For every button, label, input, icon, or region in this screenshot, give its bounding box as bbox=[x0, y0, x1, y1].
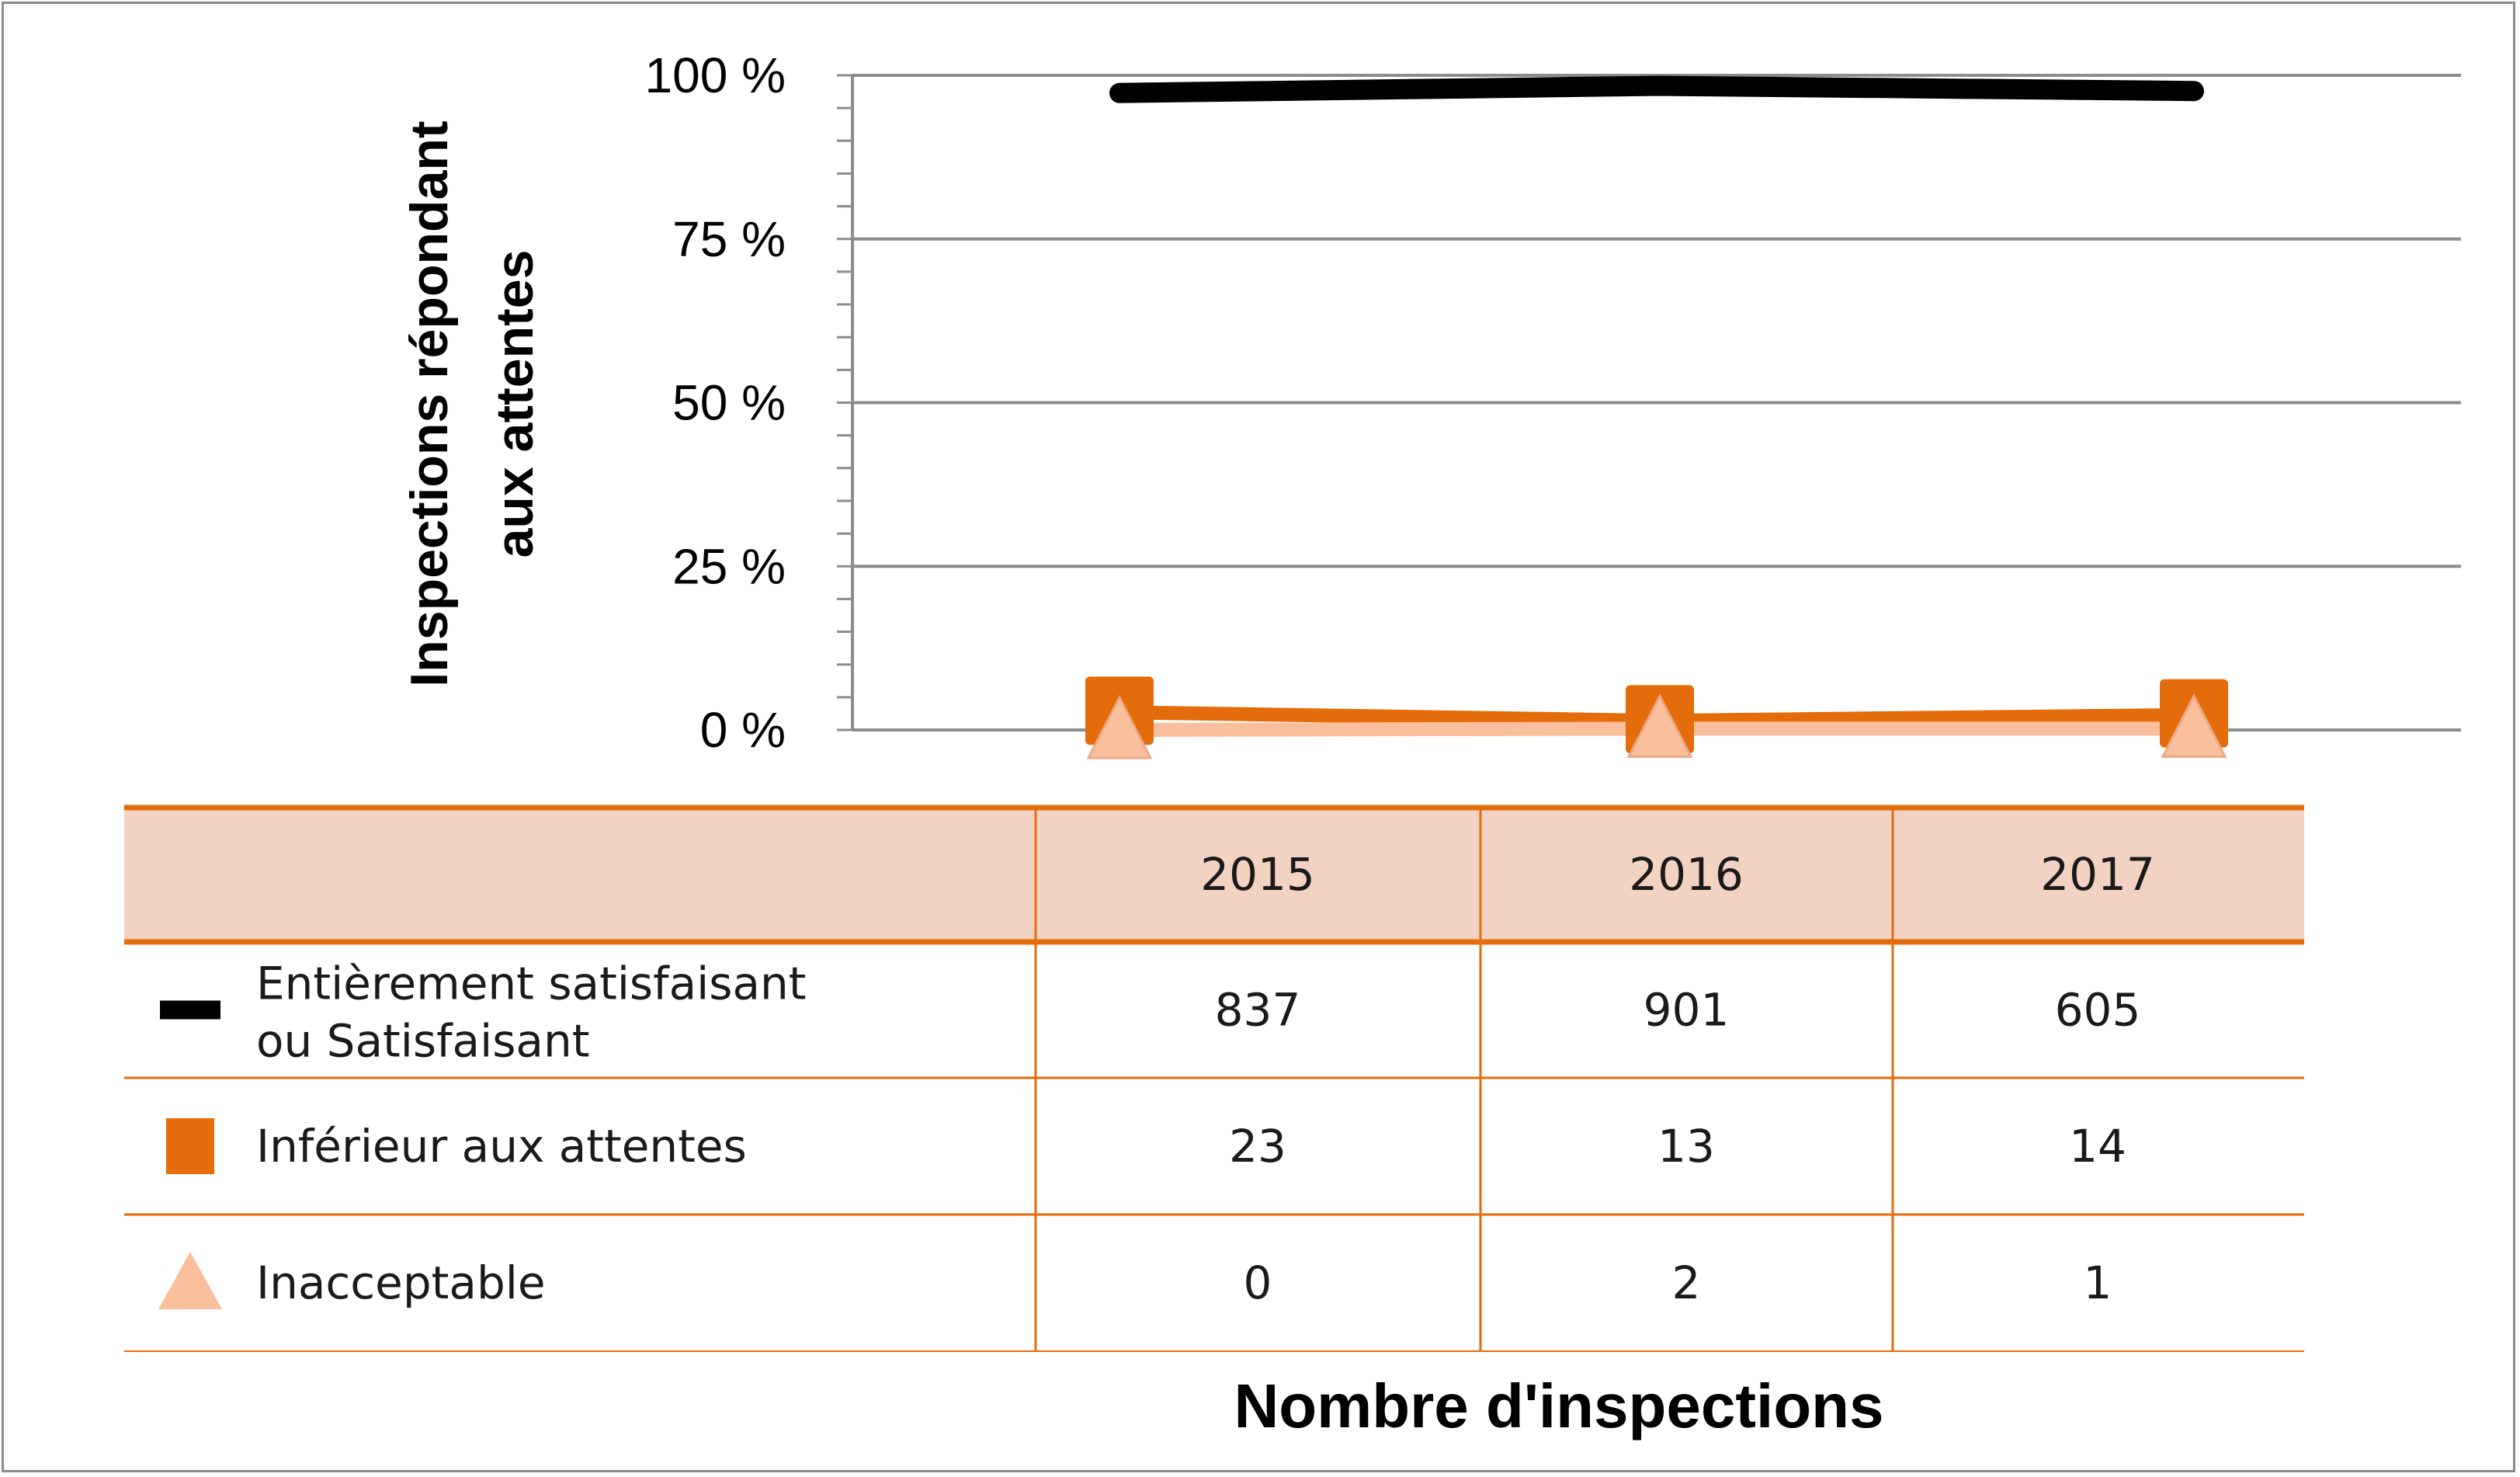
y-tick-label: 75 % bbox=[672, 211, 786, 267]
plot-area: 0 % 25 % 50 % 75 % 100 % bbox=[645, 47, 2461, 759]
series-label-line1: Entièrement satisfaisant bbox=[256, 957, 807, 1010]
y-tick-label: 0 % bbox=[700, 702, 786, 758]
series-label: Inférieur aux attentes bbox=[256, 1120, 747, 1173]
table-cell-count: 13 bbox=[1657, 1120, 1715, 1173]
series-line-dash bbox=[1109, 75, 2204, 103]
y-tick-label: 50 % bbox=[672, 375, 786, 431]
table-header-bg bbox=[124, 808, 2304, 942]
table-cell-count: 0 bbox=[1244, 1256, 1272, 1309]
table-cell-count: 1 bbox=[2084, 1256, 2112, 1309]
point-triangle bbox=[1086, 694, 1153, 759]
table-header-year: 2015 bbox=[1200, 848, 1315, 901]
y-axis-title-line1: Inspections répondant bbox=[400, 120, 459, 686]
y-axis-title-line2: aux attentes bbox=[485, 250, 544, 558]
table-cell-count: 14 bbox=[2069, 1120, 2126, 1173]
legend-marker-triangle bbox=[158, 1252, 222, 1309]
series-label: Inacceptable bbox=[256, 1256, 546, 1309]
x-axis-title: Nombre d'inspections bbox=[1234, 1371, 1884, 1441]
table-cell-count: 2 bbox=[1672, 1256, 1701, 1309]
point-triangle bbox=[1626, 693, 1693, 758]
legend-marker-dash bbox=[160, 1000, 220, 1020]
y-tick-label: 25 % bbox=[672, 538, 786, 594]
y-tick-label: 100 % bbox=[645, 47, 786, 103]
table-cell-count: 605 bbox=[2055, 984, 2141, 1037]
point-triangle bbox=[2161, 693, 2227, 758]
table-header-year: 2016 bbox=[1629, 848, 1744, 901]
table-header-year: 2017 bbox=[2040, 848, 2155, 901]
table-cell-count: 837 bbox=[1215, 984, 1301, 1037]
legend-marker-square bbox=[166, 1118, 214, 1174]
series-label-line2: ou Satisfaisant bbox=[256, 1015, 589, 1068]
table-cell-count: 23 bbox=[1229, 1120, 1286, 1173]
table-cell-count: 901 bbox=[1644, 984, 1730, 1037]
